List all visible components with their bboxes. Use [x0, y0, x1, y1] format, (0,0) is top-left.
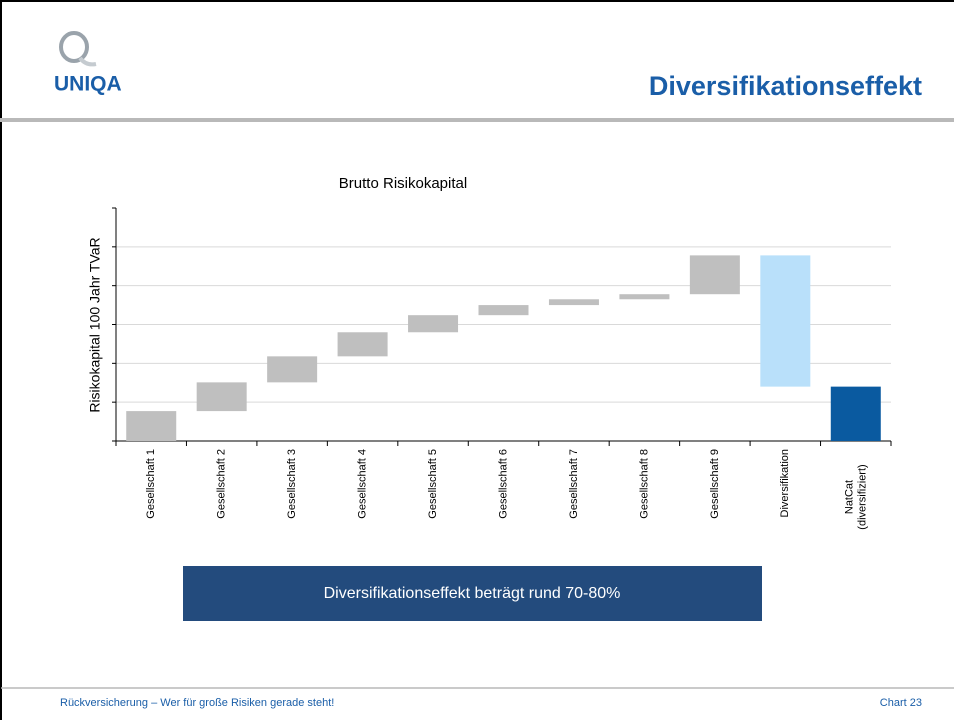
x-tick-label: Gesellschaft 8	[638, 449, 650, 519]
banner-text: Diversifikationseffekt beträgt rund 70-8…	[324, 585, 621, 602]
page-number: Chart 23	[880, 697, 922, 709]
x-tick-label: Gesellschaft 2	[216, 449, 228, 519]
x-tick-label: Gesellschaft 4	[356, 449, 368, 519]
chart-title: Brutto Risikokapital	[339, 175, 467, 192]
x-tick-label: Gesellschaft 6	[497, 449, 509, 519]
x-tick-label: Gesellschaft 9	[709, 449, 721, 519]
banner-box	[183, 566, 762, 621]
header-rule	[0, 118, 954, 122]
bar	[126, 411, 177, 441]
footer-text: Rückversicherung – Wer für große Risiken…	[60, 697, 334, 709]
x-tick-label: NatCat(diversifiziert)	[843, 464, 868, 529]
plot: Gesellschaft 1 Gesellschaft 2 Gesellschaft…	[112, 207, 892, 530]
slide-title: Diversifikationseffekt	[649, 71, 922, 101]
bar	[619, 294, 670, 300]
x-tick-label: Diversifikation	[779, 449, 791, 517]
logo-text: UNIQA	[54, 73, 122, 96]
logo-mark	[59, 31, 97, 67]
bar	[760, 255, 811, 387]
x-tick-label: Gesellschaft 7	[568, 449, 580, 519]
x-tick-label: Gesellschaft 3	[286, 449, 298, 519]
bar	[830, 386, 881, 441]
bar	[689, 255, 740, 295]
bar	[337, 332, 388, 357]
bar	[267, 356, 318, 383]
x-tick-label: Gesellschaft 5	[427, 449, 439, 519]
bar	[548, 299, 599, 306]
bar	[478, 305, 529, 316]
bar	[196, 382, 247, 412]
bar	[408, 315, 459, 333]
x-tick-label: Gesellschaft 1	[145, 449, 157, 519]
y-axis-label: Risikokapital 100 Jahr TVaR	[87, 237, 103, 412]
